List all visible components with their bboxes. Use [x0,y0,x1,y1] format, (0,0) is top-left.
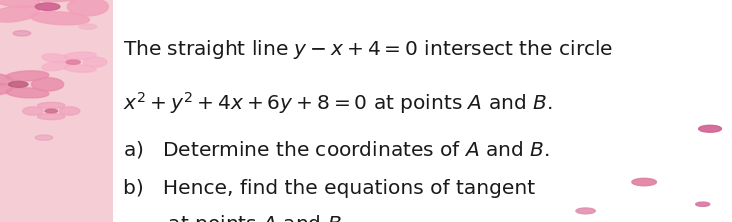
Text: b)   Hence, find the equations of tangent: b) Hence, find the equations of tangent [123,179,535,198]
Text: $x^2+y^2+4x+6y+8=0$ at points $A$ and $B$.: $x^2+y^2+4x+6y+8=0$ at points $A$ and $B… [123,90,553,116]
Text: a)   Determine the coordinates of $A$ and $B$.: a) Determine the coordinates of $A$ and … [123,139,550,160]
Text: The straight line $y-x+4=0$ intersect the circle: The straight line $y-x+4=0$ intersect th… [123,38,613,61]
Text: at points $A$ and $B$.: at points $A$ and $B$. [123,213,347,222]
